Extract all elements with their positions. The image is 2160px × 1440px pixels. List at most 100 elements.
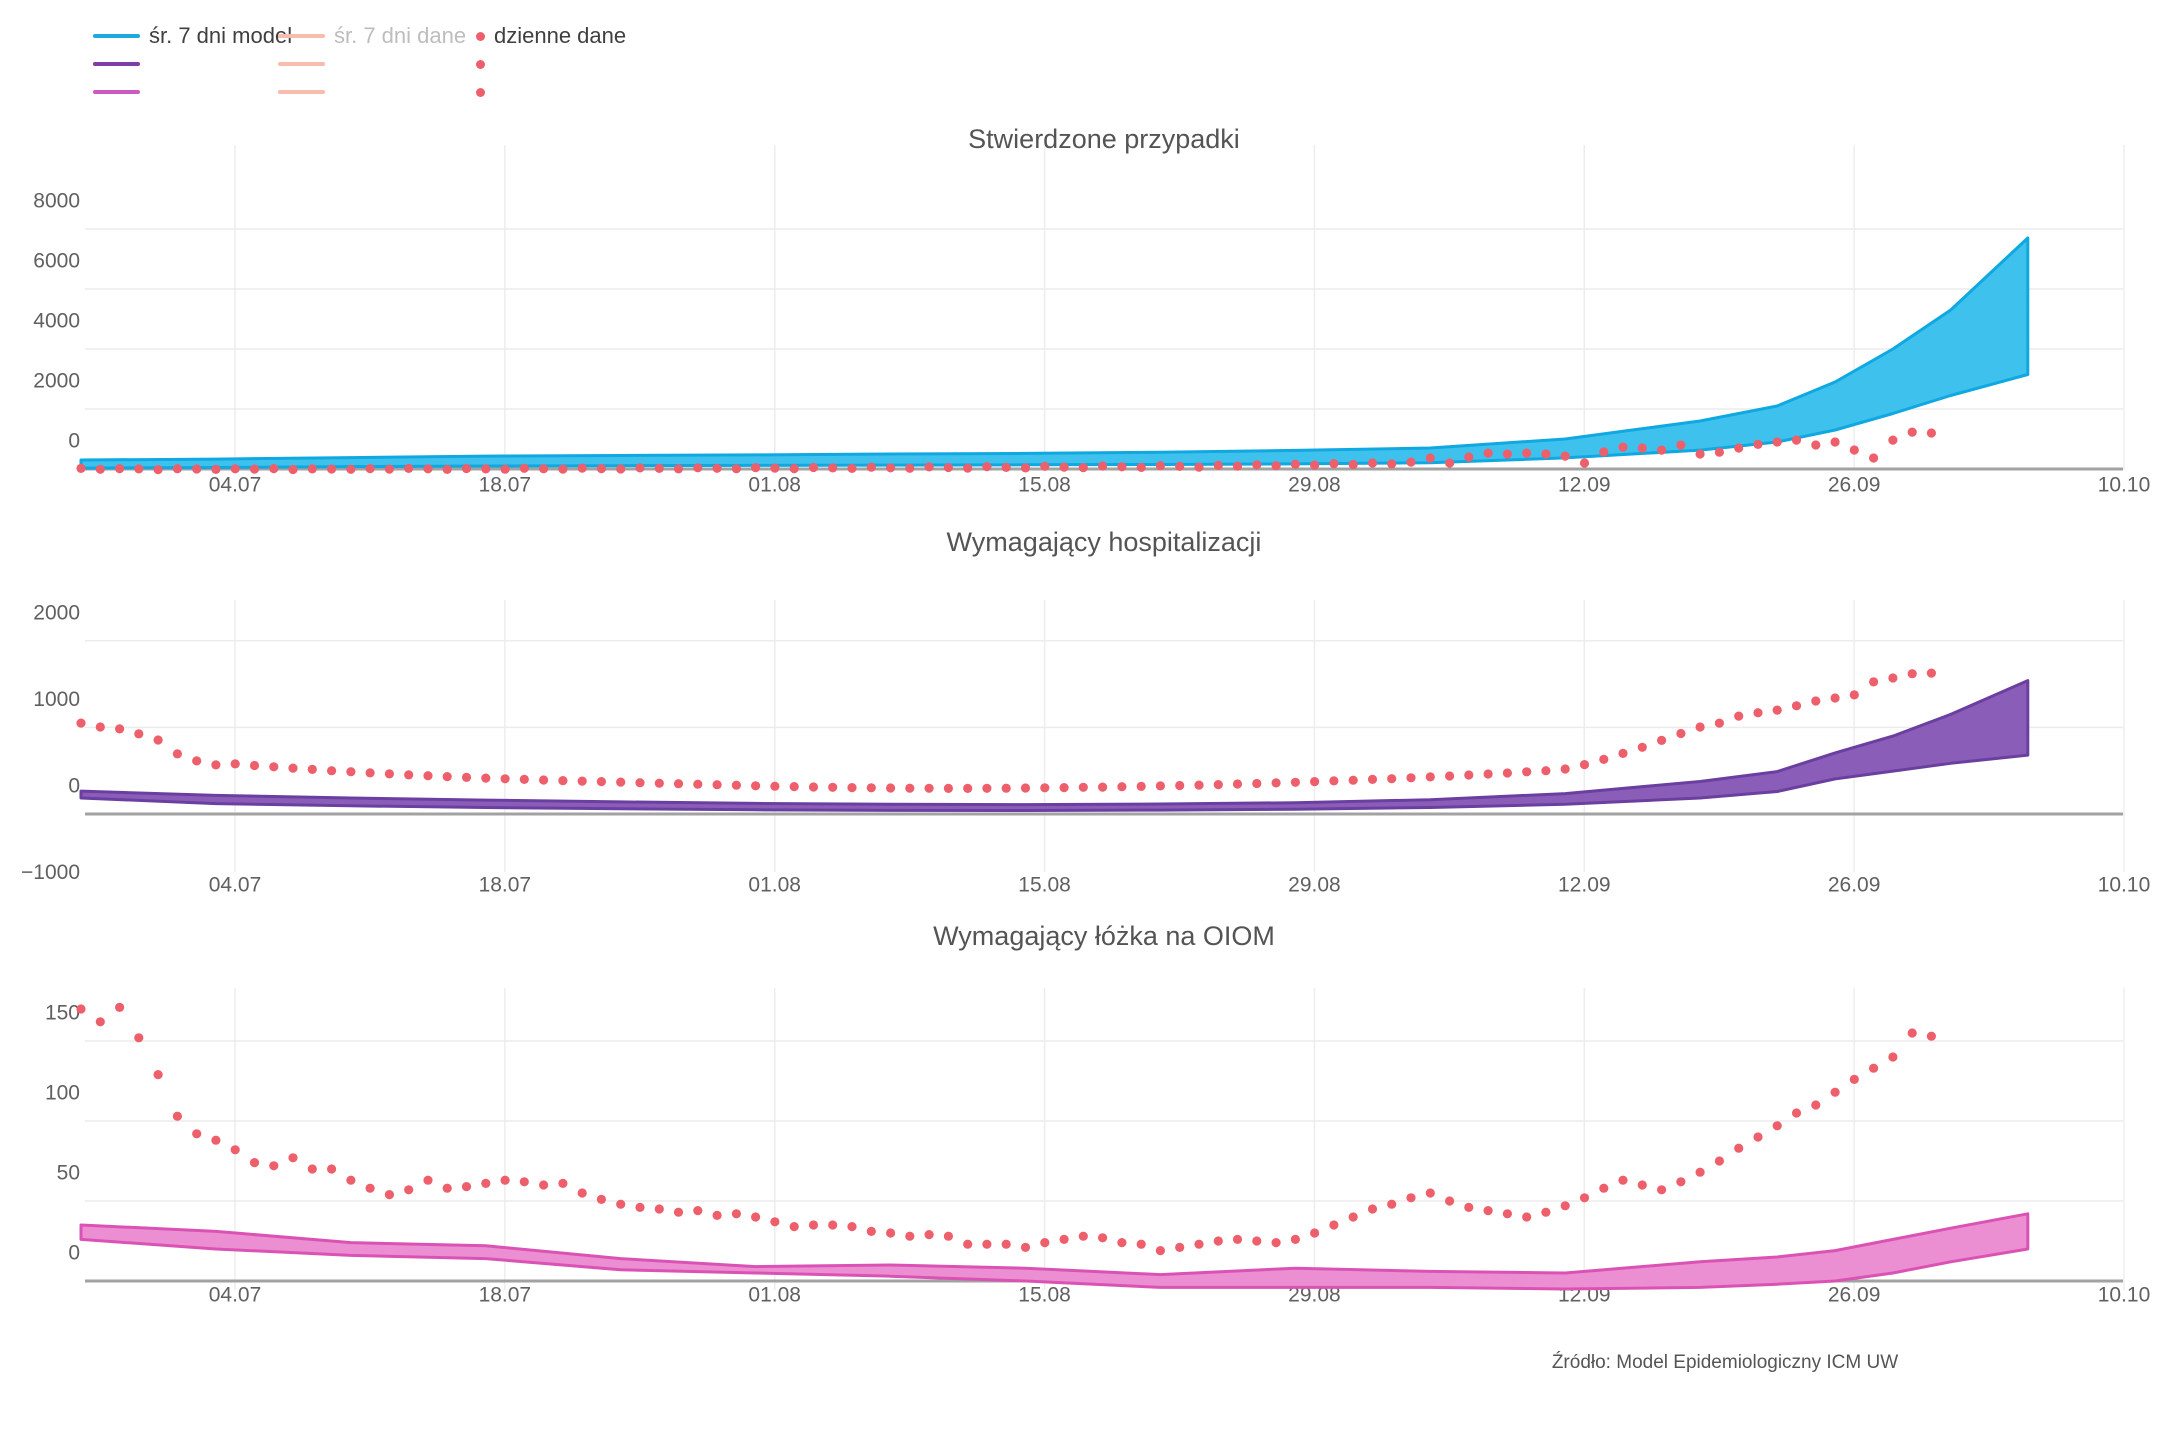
daily-cases-dot-swatch xyxy=(476,31,485,41)
daily-data-point xyxy=(1811,696,1821,706)
daily-data-point xyxy=(982,1239,992,1249)
daily-data-point xyxy=(365,464,375,474)
daily-data-point xyxy=(1734,1143,1744,1153)
daily-data-point xyxy=(1387,774,1397,784)
daily-data-point xyxy=(211,464,221,474)
x-tick-label: 04.07 xyxy=(209,1284,262,1307)
daily-data-point xyxy=(481,773,491,783)
daily-data-point xyxy=(924,462,934,472)
legend-item-dataavg-hosp xyxy=(278,50,466,78)
daily-data-point xyxy=(1791,435,1802,445)
daily-data-point xyxy=(1657,735,1667,746)
daily-data-point xyxy=(1194,780,1204,790)
daily-data-point xyxy=(519,774,529,785)
daily-data-point xyxy=(1907,669,1917,679)
daily-data-point xyxy=(1348,1212,1358,1222)
legend-item-model-icu xyxy=(93,78,292,106)
daily-data-point xyxy=(1271,461,1281,471)
chart-plot-area[interactable] xyxy=(85,988,2123,1290)
daily-data-point xyxy=(1464,1202,1474,1212)
daily-data-point xyxy=(1367,1204,1378,1214)
x-tick-label: 10.10 xyxy=(2098,1284,2151,1307)
daily-data-point xyxy=(230,464,240,474)
daily-data-point xyxy=(1907,1028,1917,1038)
y-tick-label: −1000 xyxy=(21,861,80,884)
daily-data-point xyxy=(1734,443,1744,453)
chart-1-group[interactable]: 04.07 18.07 01.08 15.08 29.08 12.09 26.09 10.10… xyxy=(33,145,2150,497)
daily-data-point xyxy=(1175,1242,1185,1252)
y-tick-label: 2000 xyxy=(33,370,80,393)
daily-data-point xyxy=(1888,1052,1898,1062)
daily-data-point xyxy=(1599,447,1609,457)
daily-data-point xyxy=(616,777,626,787)
daily-data-point xyxy=(1830,1087,1840,1097)
daily-data-point xyxy=(461,1182,472,1192)
daily-data-point xyxy=(519,463,529,473)
daily-data-point xyxy=(1213,780,1223,790)
daily-data-point xyxy=(172,1111,182,1121)
daily-data-point xyxy=(1464,452,1474,462)
daily-data-point xyxy=(500,774,510,784)
model-hosp-line-swatch xyxy=(93,62,140,66)
chart-2-group[interactable]: 04.07 18.07 01.08 15.08 29.08 12.09 26.09 10.10… xyxy=(21,600,2150,897)
daily-data-point xyxy=(1290,459,1300,469)
daily-data-point xyxy=(481,464,491,474)
daily-data-point xyxy=(327,464,337,474)
legend-label-model: śr. 7 dni model xyxy=(149,23,293,48)
daily-data-point xyxy=(1579,1193,1590,1203)
daily-data-point xyxy=(1445,771,1455,781)
daily-data-point xyxy=(95,464,105,474)
chart-plot-area[interactable] xyxy=(85,600,2123,872)
daily-data-point xyxy=(1136,462,1146,472)
daily-data-point xyxy=(192,1129,202,1139)
daily-data-point xyxy=(269,464,279,474)
daily-data-point xyxy=(847,1222,857,1232)
model-icu-line-swatch xyxy=(93,90,140,94)
y-tick-labels: 150 100 50 0 xyxy=(45,1002,80,1265)
daily-hosp-dot-swatch xyxy=(476,59,485,69)
daily-data-point xyxy=(288,1153,298,1163)
chart-plot-area[interactable] xyxy=(85,145,2123,470)
daily-data-point xyxy=(172,464,182,474)
daily-data-point xyxy=(269,762,279,772)
daily-data-point xyxy=(1252,460,1262,470)
y-tick-label: 6000 xyxy=(33,250,80,273)
daily-data-point xyxy=(539,464,549,474)
legend-item-daily-cases: dzienne dane xyxy=(470,22,626,50)
daily-data-point xyxy=(1849,1074,1859,1084)
daily-data-point xyxy=(693,779,703,789)
daily-data-point xyxy=(1040,1238,1050,1248)
model-band xyxy=(79,679,2030,812)
daily-data-point xyxy=(751,781,761,791)
y-tick-label: 50 xyxy=(57,1162,80,1185)
daily-data-point xyxy=(693,463,703,473)
daily-data-point xyxy=(1869,677,1879,687)
daily-data-point xyxy=(442,464,452,474)
daily-data-point xyxy=(1772,705,1782,715)
x-tick-label: 04.07 xyxy=(209,874,262,897)
legend-item-dataavg-icu xyxy=(278,78,466,106)
daily-data-point xyxy=(1522,448,1532,458)
daily-data-point xyxy=(1425,772,1435,782)
daily-data-point xyxy=(153,1070,163,1080)
daily-data-point xyxy=(1232,779,1243,789)
daily-data-point xyxy=(211,760,221,770)
daily-data-point xyxy=(1020,1242,1031,1252)
daily-data-point xyxy=(866,783,876,793)
daily-data-point xyxy=(808,462,819,473)
daily-data-point xyxy=(423,771,433,781)
daily-data-point xyxy=(770,463,780,473)
daily-data-point xyxy=(943,1231,954,1241)
daily-data-point xyxy=(1387,459,1397,469)
chart-3-group[interactable]: 04.07 18.07 01.08 15.08 29.08 12.09 26.09 10.10… xyxy=(45,988,2150,1307)
daily-data-point xyxy=(1213,1236,1223,1246)
y-tick-label: 100 xyxy=(45,1082,80,1105)
daily-data-point xyxy=(1714,447,1724,457)
daily-data-point xyxy=(982,462,992,472)
daily-data-point xyxy=(673,779,684,789)
daily-data-point xyxy=(230,1145,240,1155)
daily-data-point xyxy=(365,768,375,778)
daily-data-point xyxy=(558,776,568,786)
daily-data-point xyxy=(307,1164,317,1174)
